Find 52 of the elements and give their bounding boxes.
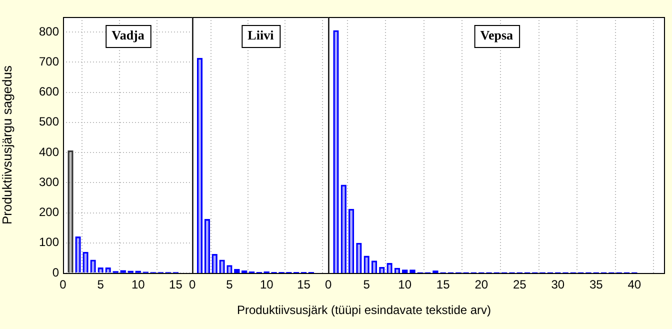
bar [75, 236, 81, 272]
bar [68, 150, 74, 272]
x-tick-label: 15 [436, 278, 450, 292]
bar [196, 58, 203, 273]
y-tick-label: 800 [38, 24, 60, 38]
bar [402, 270, 408, 273]
x-tick-label: 35 [589, 278, 604, 292]
x-tick-label: 5 [97, 278, 104, 292]
x-tick-label: 15 [297, 278, 311, 292]
y-tick-label: 100 [38, 235, 60, 250]
bar [82, 252, 88, 272]
bar [371, 260, 378, 273]
bar [212, 254, 218, 273]
y-tick-label: 200 [38, 205, 60, 220]
bar [356, 242, 362, 273]
bar [340, 184, 346, 273]
bar [410, 270, 416, 273]
x-tick-label: 15 [169, 278, 183, 292]
x-axis-title: Produktiivsusjärk (tüüpi esindavate tekstide arv) [236, 303, 492, 317]
bar [333, 30, 339, 273]
y-tick-label: 700 [38, 54, 60, 68]
y-tick-label: 0 [52, 265, 60, 280]
text: Liivi [248, 27, 274, 42]
x-tick-label: 5 [226, 278, 234, 292]
bar [234, 269, 240, 273]
text: Vepsa [480, 27, 514, 42]
bar [364, 256, 370, 273]
bar [98, 268, 104, 272]
bar [204, 219, 210, 273]
x-tick-label: 30 [551, 278, 565, 292]
bar [120, 270, 126, 273]
bar [90, 260, 96, 272]
y-tick-label: 500 [38, 114, 60, 129]
y-tick-label: 400 [38, 144, 60, 159]
x-tick-label: 0 [324, 278, 332, 292]
y-axis-title: Produktiivsusjärgu sagedus [0, 65, 14, 224]
bar [386, 263, 392, 273]
text: Vadja [112, 27, 145, 42]
bar [219, 260, 225, 273]
x-tick-label: 5 [363, 278, 370, 292]
bar [226, 265, 232, 273]
x-tick-label: 40 [628, 278, 642, 292]
y-tick-label: 600 [38, 84, 60, 99]
x-tick-label: 25 [512, 278, 527, 292]
x-tick-label: 10 [398, 278, 412, 292]
x-tick-label: 10 [131, 278, 146, 292]
y-tick-label: 300 [38, 174, 60, 189]
x-tick-label: 20 [474, 278, 488, 292]
bar [394, 268, 400, 273]
bar [348, 208, 354, 273]
x-tick-label: 10 [260, 278, 274, 292]
x-tick-label: 0 [188, 278, 196, 292]
